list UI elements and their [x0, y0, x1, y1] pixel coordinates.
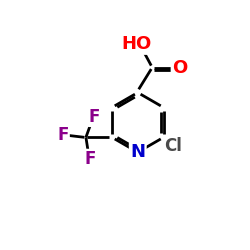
- Text: O: O: [172, 58, 187, 76]
- Text: N: N: [130, 143, 145, 161]
- Text: F: F: [84, 150, 96, 168]
- Text: F: F: [57, 126, 68, 144]
- Text: Cl: Cl: [164, 137, 182, 155]
- Text: F: F: [89, 108, 100, 126]
- Text: HO: HO: [122, 36, 152, 54]
